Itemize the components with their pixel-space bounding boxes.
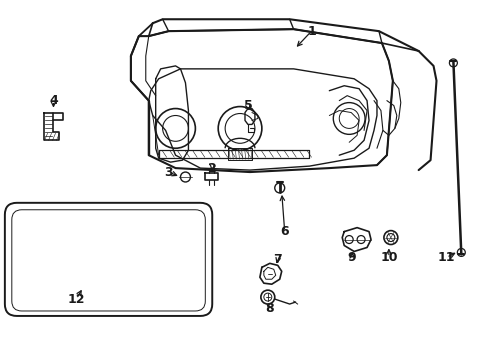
Text: 1: 1 bbox=[306, 24, 315, 38]
Text: 12: 12 bbox=[67, 293, 85, 306]
Text: 8: 8 bbox=[265, 302, 274, 315]
Text: 9: 9 bbox=[347, 251, 356, 264]
Text: 11: 11 bbox=[437, 251, 454, 264]
Text: 10: 10 bbox=[379, 251, 397, 264]
Text: 3: 3 bbox=[164, 166, 173, 179]
Text: 7: 7 bbox=[273, 253, 282, 266]
Text: 2: 2 bbox=[207, 162, 216, 175]
Text: 4: 4 bbox=[49, 94, 58, 107]
Text: 6: 6 bbox=[280, 225, 288, 238]
Text: 5: 5 bbox=[243, 99, 252, 112]
